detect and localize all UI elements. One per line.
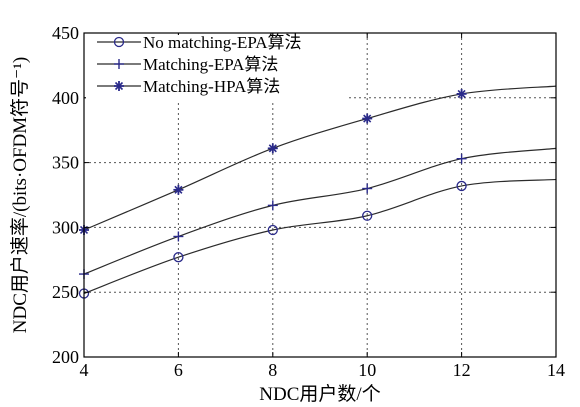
x-tick-label: 10 <box>358 360 376 380</box>
data-point <box>362 210 373 221</box>
series-line <box>83 147 557 275</box>
y-tick-label: 400 <box>52 88 79 108</box>
legend-marker-plus <box>114 59 124 69</box>
y-tick-label: 450 <box>52 23 79 43</box>
data-point <box>362 183 373 194</box>
x-tick-label: 6 <box>174 360 183 380</box>
x-tick-label: 4 <box>80 360 89 380</box>
data-point <box>267 143 278 154</box>
data-point <box>267 200 278 211</box>
data-point <box>173 184 184 195</box>
circle-marker <box>113 36 125 48</box>
star-marker-d2 <box>457 89 466 98</box>
plot-frame <box>83 32 557 358</box>
y-axis-title: NDC用户速率/(bits·OFDM符号⁻¹) <box>9 57 31 333</box>
y-tick-label: 300 <box>52 217 79 237</box>
x-tick-label: 14 <box>547 360 565 380</box>
legend-item-matching-hpa: Matching-HPA算法 <box>97 77 280 96</box>
tick-layer: 4 6 8 10 12 14 200 250 300 350 400 450 <box>52 23 565 380</box>
y-tick-label: 350 <box>52 153 79 173</box>
series-line <box>83 85 557 231</box>
circle-marker <box>267 224 278 236</box>
legend-label: Matching-HPA算法 <box>143 77 280 96</box>
star-marker-d2 <box>363 114 372 123</box>
data-point <box>362 113 373 124</box>
x-axis-title: NDC用户数/个 <box>259 383 380 405</box>
data-point <box>456 88 467 99</box>
x-tick-label: 8 <box>268 360 277 380</box>
legend-label: No matching-EPA算法 <box>143 33 302 52</box>
star-marker-d2 <box>174 185 183 194</box>
circle-marker <box>173 252 184 263</box>
star-marker-d2 <box>268 144 277 153</box>
data-point <box>173 252 184 263</box>
legend-item-no-matching-epa: No matching-EPA算法 <box>97 33 302 52</box>
star-marker-d2 <box>114 81 124 91</box>
data-point <box>173 231 184 242</box>
legend-item-matching-epa: Matching-EPA算法 <box>97 55 278 74</box>
circle-marker <box>362 210 373 221</box>
circle-marker <box>456 180 467 192</box>
data-point <box>267 224 278 236</box>
y-tick-label: 250 <box>52 282 79 302</box>
legend: No matching-EPA算法 Matching-EPA算法 Matchin… <box>86 33 348 101</box>
y-tick-label: 200 <box>52 347 79 367</box>
legend-label: Matching-EPA算法 <box>143 55 278 74</box>
series-line <box>83 178 557 295</box>
data-point <box>456 180 467 192</box>
x-tick-label: 12 <box>453 360 471 380</box>
series-layer <box>78 85 557 299</box>
legend-box <box>86 35 348 101</box>
data-point <box>456 153 467 164</box>
legend-marker-star <box>114 81 124 91</box>
legend-marker-circle <box>113 36 125 48</box>
